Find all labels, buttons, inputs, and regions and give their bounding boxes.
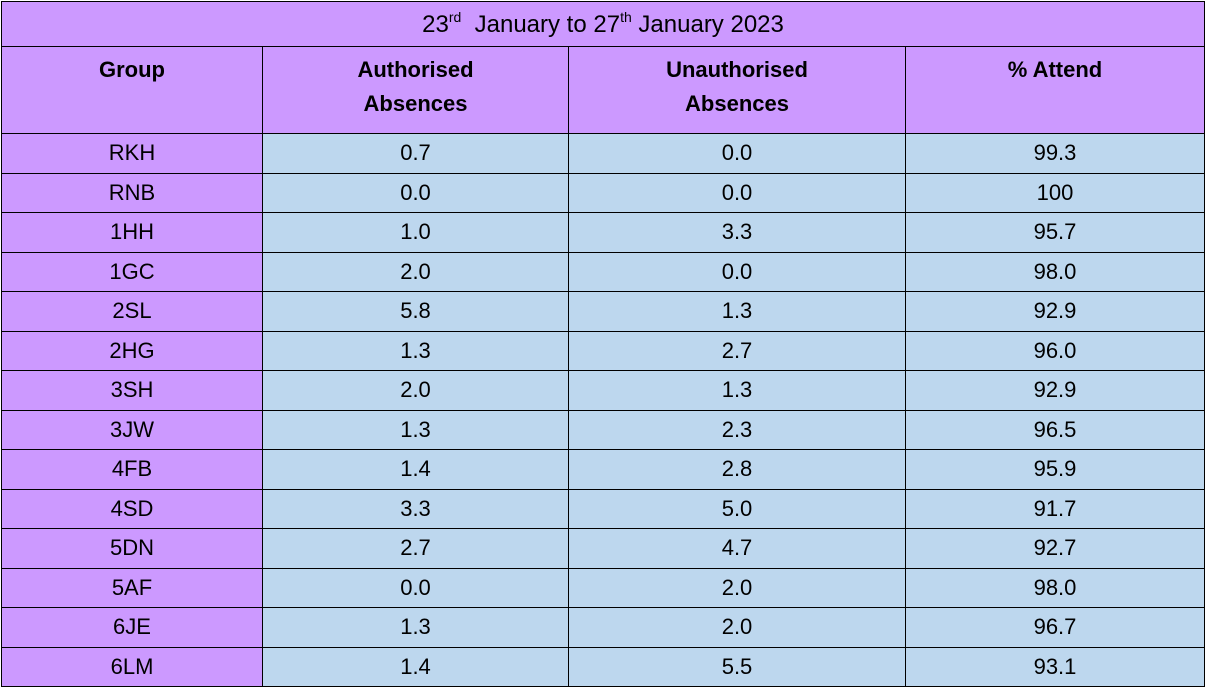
data-cell: 2.0 [568, 607, 906, 648]
group-cell: 3SH [1, 370, 263, 411]
group-cell: 4SD [1, 488, 263, 529]
data-cell: 92.9 [905, 370, 1205, 411]
data-cell: 3.3 [568, 212, 906, 253]
data-cell: 0.0 [262, 567, 569, 608]
group-cell: RKH [1, 133, 263, 174]
data-cell: 98.0 [905, 251, 1205, 292]
table-row: 3SH 2.0 1.3 92.9 [1, 370, 1205, 411]
data-cell: 5.5 [568, 646, 906, 687]
title-part: January 2023 [638, 11, 784, 38]
data-cell: 2.8 [568, 449, 906, 490]
data-cell: 0.0 [568, 172, 906, 213]
data-cell: 91.7 [905, 488, 1205, 529]
data-cell: 95.9 [905, 449, 1205, 490]
table-row: 5AF 0.0 2.0 98.0 [1, 567, 1205, 608]
data-cell: 0.0 [568, 133, 906, 174]
data-cell: 100 [905, 172, 1205, 213]
data-cell: 96.5 [905, 409, 1205, 450]
header-cell: Authorised Absences [262, 46, 569, 134]
title-sup: rd [448, 9, 462, 25]
table-row: 6JE 1.3 2.0 96.7 [1, 607, 1205, 648]
header-text: Authorised Absences [357, 57, 474, 116]
group-cell: 3JW [1, 409, 263, 450]
group-cell: 6LM [1, 646, 263, 687]
data-cell: 0.0 [262, 172, 569, 213]
group-cell: 2HG [1, 330, 263, 371]
table-body: RKH 0.7 0.0 99.3 RNB 0.0 0.0 100 1HH 1.0 3.3 95.7 1G… [1, 133, 1205, 687]
data-cell: 95.7 [905, 212, 1205, 253]
header-cell: Unauthorised Absences [568, 46, 906, 134]
data-cell: 96.0 [905, 330, 1205, 371]
data-cell: 99.3 [905, 133, 1205, 174]
data-cell: 2.0 [568, 567, 906, 608]
data-cell: 4.7 [568, 528, 906, 569]
title-row: 23rd January to 27th January 2023 [1, 1, 1205, 47]
data-cell: 2.0 [262, 251, 569, 292]
title-part: 23 [422, 11, 449, 38]
table-row: RNB 0.0 0.0 100 [1, 172, 1205, 213]
group-cell: 1HH [1, 212, 263, 253]
table-row: 6LM 1.4 5.5 93.1 [1, 646, 1205, 687]
group-cell: 4FB [1, 449, 263, 490]
group-cell: 6JE [1, 607, 263, 648]
table-row: 4FB 1.4 2.8 95.9 [1, 449, 1205, 490]
data-cell: 2.7 [568, 330, 906, 371]
table-row: 1GC 2.0 0.0 98.0 [1, 251, 1205, 292]
header-text: Unauthorised Absences [666, 57, 808, 116]
data-cell: 0.0 [568, 251, 906, 292]
data-cell: 0.7 [262, 133, 569, 174]
title-part: January to 27 [474, 11, 621, 38]
header-cell: % Attend [905, 46, 1205, 134]
group-cell: 5AF [1, 567, 263, 608]
table-row: 4SD 3.3 5.0 91.7 [1, 488, 1205, 529]
data-cell: 1.4 [262, 449, 569, 490]
title-sup: th [620, 9, 632, 25]
data-cell: 1.4 [262, 646, 569, 687]
table-title: 23rd January to 27th January 2023 [1, 1, 1205, 47]
data-cell: 1.3 [262, 330, 569, 371]
group-cell: 2SL [1, 291, 263, 332]
data-cell: 2.7 [262, 528, 569, 569]
table-row: 2SL 5.8 1.3 92.9 [1, 291, 1205, 332]
data-cell: 2.0 [262, 370, 569, 411]
data-cell: 98.0 [905, 567, 1205, 608]
header-cell: Group [1, 46, 263, 134]
header-row: Group Authorised Absences Unauthorised Abs… [1, 46, 1205, 134]
table-row: 3JW 1.3 2.3 96.5 [1, 409, 1205, 450]
table-row: 1HH 1.0 3.3 95.7 [1, 212, 1205, 253]
data-cell: 1.3 [262, 607, 569, 648]
group-cell: RNB [1, 172, 263, 213]
data-cell: 2.3 [568, 409, 906, 450]
data-cell: 93.1 [905, 646, 1205, 687]
table-row: RKH 0.7 0.0 99.3 [1, 133, 1205, 174]
data-cell: 96.7 [905, 607, 1205, 648]
data-cell: 1.0 [262, 212, 569, 253]
data-cell: 1.3 [568, 370, 906, 411]
data-cell: 5.0 [568, 488, 906, 529]
header-text: Group [99, 57, 165, 82]
group-cell: 5DN [1, 528, 263, 569]
data-cell: 1.3 [568, 291, 906, 332]
data-cell: 3.3 [262, 488, 569, 529]
header-text: % Attend [1007, 57, 1103, 82]
group-cell: 1GC [1, 251, 263, 292]
data-cell: 92.9 [905, 291, 1205, 332]
data-cell: 92.7 [905, 528, 1205, 569]
data-cell: 1.3 [262, 409, 569, 450]
table-row: 5DN 2.7 4.7 92.7 [1, 528, 1205, 569]
table-row: 2HG 1.3 2.7 96.0 [1, 330, 1205, 371]
data-cell: 5.8 [262, 291, 569, 332]
